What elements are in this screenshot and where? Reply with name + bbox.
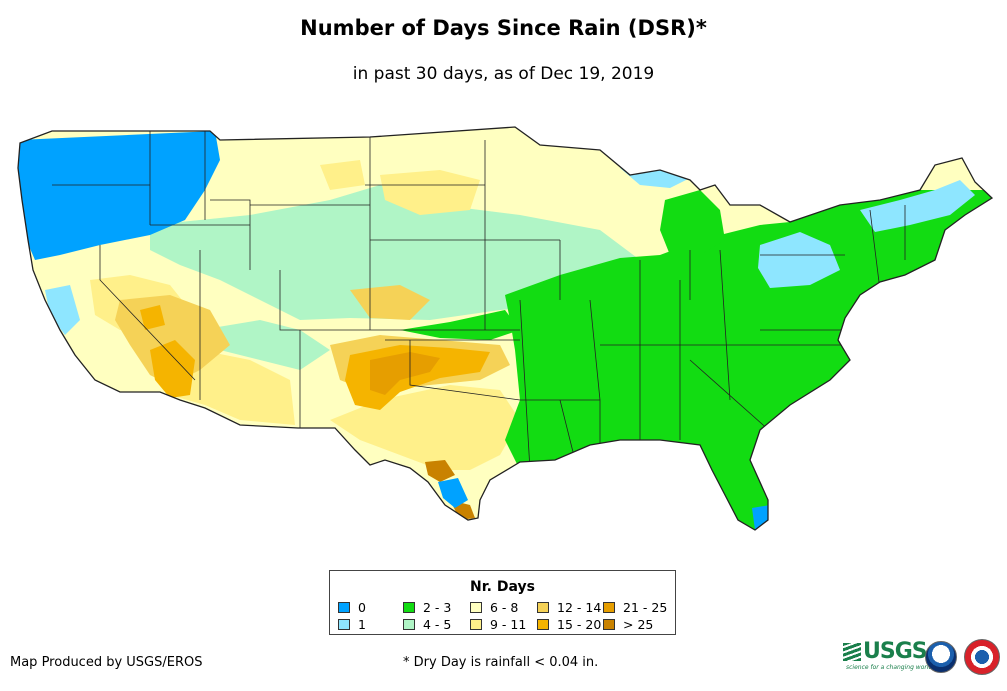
region-fill-0-florida [752, 505, 770, 530]
region-fill-0-pacific-northwest [18, 131, 220, 260]
region-fill-21-25-panhandle [370, 352, 440, 395]
usgs-tagline: science for a changing world [846, 664, 933, 671]
noaa-logo-icon [925, 641, 957, 673]
legend-label: 15 - 20 [557, 617, 602, 632]
legend-item-9-11: 9 - 11 [470, 617, 526, 632]
legend-item-21-25: 21 - 25 [603, 600, 667, 615]
region-fill-gt25-south-texas [425, 460, 455, 482]
usgs-waves-icon [843, 643, 861, 661]
legend-item-0: 0 [338, 600, 366, 615]
usgs-logo-text: USGS [863, 639, 928, 664]
region-fill-15-20-utah [140, 305, 165, 330]
region-fill-9-11-montana [320, 160, 365, 190]
legend-swatch [603, 602, 615, 613]
legend-title: Nr. Days [470, 579, 535, 595]
legend-swatch [403, 619, 415, 630]
legend-swatch [470, 602, 482, 613]
legend-item-4-5: 4 - 5 [403, 617, 451, 632]
region-fill-2-3-kansas-band [400, 310, 520, 340]
region-fill-4-5-central [150, 185, 640, 320]
legend-swatch [338, 602, 350, 613]
region-fill-2-3-michigan [660, 190, 725, 255]
region-fill-0-south-texas [438, 478, 468, 508]
legend-label: > 25 [623, 617, 654, 632]
map-credit: Map Produced by USGS/EROS [10, 655, 203, 670]
legend-item-gt25: > 25 [603, 617, 653, 632]
region-fill-1-northeast [758, 232, 840, 288]
region-fill-9-11-dakotas [380, 170, 480, 215]
region-fill-4-5-southwest [200, 320, 330, 370]
legend-label: 21 - 25 [623, 600, 668, 615]
legend-item-1: 1 [338, 617, 366, 632]
legend-item-15-20: 15 - 20 [537, 617, 601, 632]
legend-label: 6 - 8 [490, 600, 519, 615]
legend-item-12-14: 12 - 14 [537, 600, 601, 615]
legend-swatch [603, 619, 615, 630]
legend-label: 9 - 11 [490, 617, 527, 632]
legend-swatch [470, 619, 482, 630]
region-fill-1-california [45, 285, 80, 335]
legend-item-6-8: 6 - 8 [470, 600, 518, 615]
state-borders [52, 131, 906, 471]
dry-day-footnote: * Dry Day is rainfall < 0.04 in. [403, 655, 599, 670]
nws-logo-icon [964, 639, 1000, 675]
legend-item-2-3: 2 - 3 [403, 600, 451, 615]
region-fill-15-20-nevada [150, 340, 195, 398]
legend-label: 4 - 5 [423, 617, 452, 632]
usgs-logo: USGS [843, 639, 928, 664]
legend-swatch [537, 619, 549, 630]
map-title: Number of Days Since Rain (DSR)* [300, 16, 707, 40]
legend-label: 12 - 14 [557, 600, 602, 615]
legend-swatch [338, 619, 350, 630]
legend-swatch [537, 602, 549, 613]
region-fill-1-new-england [860, 180, 975, 232]
legend-label: 0 [358, 600, 366, 615]
map-subtitle: in past 30 days, as of Dec 19, 2019 [352, 64, 655, 84]
us-dsr-map [17, 126, 993, 531]
legend-label: 2 - 3 [423, 600, 452, 615]
legend-box: Nr. Days 0 1 2 - 3 4 - 5 6 - 8 9 - 11 12… [329, 570, 676, 635]
legend-swatch [403, 602, 415, 613]
legend-label: 1 [358, 617, 366, 632]
